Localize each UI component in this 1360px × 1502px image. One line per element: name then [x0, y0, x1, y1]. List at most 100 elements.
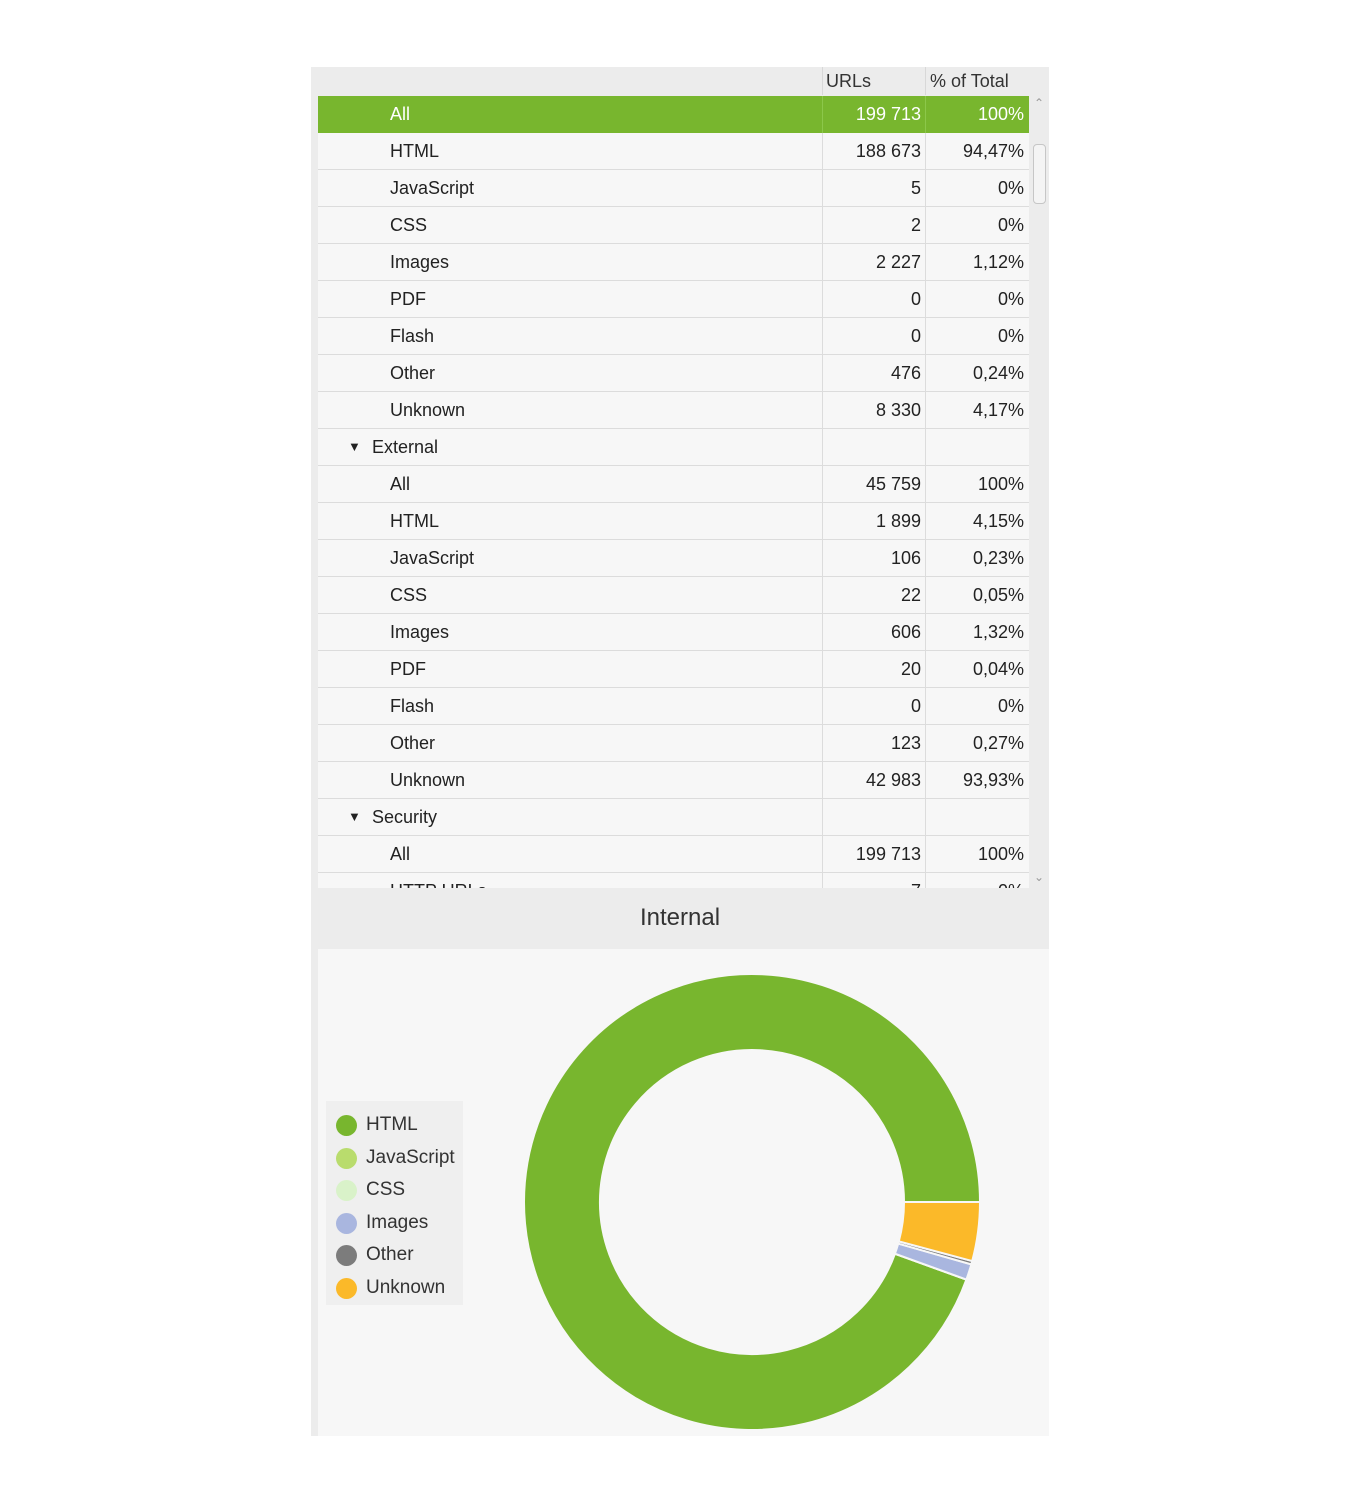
- column-divider: [925, 207, 926, 244]
- column-divider: [822, 466, 823, 503]
- row-urls: 45 759: [865, 474, 921, 494]
- column-divider: [925, 466, 926, 503]
- row-percent: 0%: [997, 289, 1024, 309]
- column-header-urls[interactable]: URLs: [826, 71, 872, 91]
- legend-swatch: [336, 1277, 357, 1299]
- row-label: Security: [372, 807, 438, 827]
- overview-panel: URLs % of Total ▼ All 199 713 100% ▼ HTML 188 …: [311, 67, 1049, 1436]
- column-divider: [822, 799, 823, 836]
- column-divider: [925, 577, 926, 614]
- triangle-down-icon[interactable]: ▼: [348, 809, 361, 824]
- column-divider: [925, 281, 926, 318]
- row-urls: 199 713: [855, 844, 921, 864]
- column-divider: [822, 244, 823, 281]
- legend-label: JavaScript: [366, 1146, 455, 1168]
- legend-label: HTML: [366, 1114, 418, 1135]
- row-urls: 42 983: [865, 770, 921, 790]
- column-divider: [925, 133, 926, 170]
- row-urls: 1 899: [875, 511, 921, 531]
- column-divider: [822, 281, 823, 318]
- row-percent: 0%: [926, 873, 1024, 888]
- column-divider: [925, 244, 926, 281]
- column-divider: [925, 96, 926, 133]
- row-label: Unknown: [390, 770, 466, 790]
- column-divider: [925, 688, 926, 725]
- legend-swatch: [336, 1147, 357, 1169]
- column-divider: [822, 429, 823, 466]
- row-label: CSS: [390, 585, 428, 605]
- column-divider: [925, 503, 926, 540]
- row-label: All: [390, 104, 411, 124]
- column-divider: [822, 503, 823, 540]
- column-divider: [925, 392, 926, 429]
- row-percent: 100%: [977, 104, 1024, 124]
- vertical-scrollbar[interactable]: ⌃ ⌄: [1029, 96, 1049, 888]
- row-percent: 0%: [997, 215, 1024, 235]
- triangle-down-icon[interactable]: ▼: [348, 439, 361, 454]
- group-row[interactable]: ▼ Security: [318, 799, 1029, 836]
- donut-slice-html[interactable]: [523, 973, 982, 1431]
- row-urls: 2 227: [875, 252, 921, 272]
- row-urls: 123: [890, 733, 921, 753]
- row-urls: 106: [890, 548, 921, 568]
- donut-slice-unknown[interactable]: [897, 1201, 982, 1263]
- row-urls: 606: [890, 622, 921, 642]
- table-header: URLs % of Total: [311, 67, 1049, 95]
- column-divider: [925, 651, 926, 688]
- row-urls: 7: [823, 873, 921, 888]
- row-urls: 188 673: [855, 141, 921, 161]
- column-divider: [822, 133, 823, 170]
- row-percent: 0%: [997, 178, 1024, 198]
- row-percent: 100%: [977, 844, 1024, 864]
- row-label: CSS: [390, 215, 428, 235]
- column-divider: [925, 318, 926, 355]
- row-label: Images: [390, 622, 450, 642]
- row-urls: 476: [890, 363, 921, 383]
- chevron-up-icon[interactable]: ⌃: [1033, 96, 1045, 110]
- row-percent: 0%: [997, 696, 1024, 716]
- column-header-percent[interactable]: % of Total: [930, 71, 1009, 91]
- row-urls: 0: [910, 696, 921, 716]
- table-row[interactable]: ▼HTTP URLs70%: [318, 873, 1029, 888]
- row-label: External: [372, 437, 439, 457]
- chart-legend: HTML JavaScript CSS Images Other Unknown: [326, 1101, 463, 1305]
- row-label: JavaScript: [390, 178, 475, 198]
- column-divider: [822, 614, 823, 651]
- column-divider: [822, 355, 823, 392]
- group-row[interactable]: ▼ External: [318, 429, 1029, 466]
- row-label: PDF: [390, 289, 426, 309]
- row-label: All: [390, 474, 411, 494]
- scrollbar-thumb[interactable]: [1033, 144, 1046, 204]
- column-divider: [822, 651, 823, 688]
- row-urls: 0: [910, 326, 921, 346]
- column-divider: [822, 762, 823, 799]
- column-divider: [822, 96, 823, 133]
- column-divider: [822, 170, 823, 207]
- row-label: Images: [390, 252, 450, 272]
- row-urls: 22: [900, 585, 921, 605]
- row-label: Other: [390, 733, 436, 753]
- chevron-down-icon[interactable]: ⌄: [1033, 870, 1045, 884]
- legend-swatch: [336, 1212, 357, 1234]
- row-label: Other: [390, 363, 436, 383]
